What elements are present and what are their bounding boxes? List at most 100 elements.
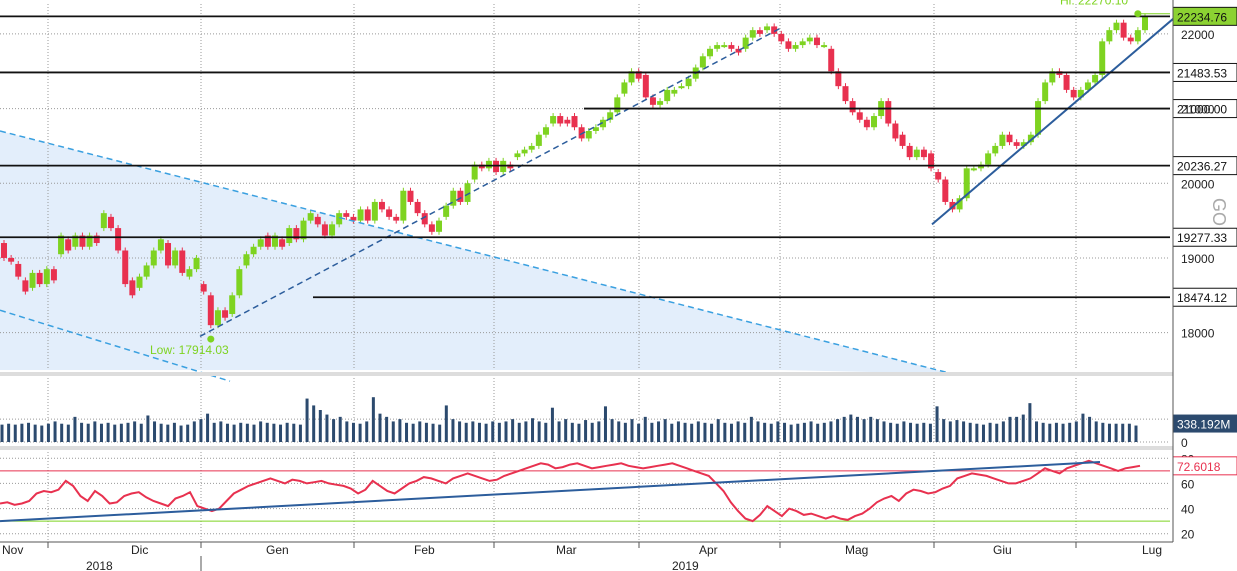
candle-body	[735, 48, 742, 53]
candle-body	[36, 272, 43, 285]
candle-body	[150, 250, 157, 266]
candle-body	[386, 209, 393, 217]
volume-bar	[590, 422, 594, 442]
candle-body	[842, 86, 849, 102]
candle-body	[899, 134, 906, 146]
month-label: Lug	[1142, 543, 1162, 557]
volume-bar	[484, 423, 488, 442]
volume-bar	[279, 424, 283, 442]
volume-bar	[378, 413, 382, 442]
candle-body	[721, 45, 728, 48]
volume-bar	[776, 421, 780, 442]
volume-bar	[1048, 423, 1052, 442]
candle-body	[542, 127, 549, 135]
volume-bar	[225, 423, 229, 442]
volume-bar	[444, 405, 448, 442]
candle-body	[592, 127, 599, 131]
volume-bar	[763, 422, 767, 442]
candle-body	[457, 190, 464, 202]
candle-body	[521, 149, 528, 154]
volume-bar	[1021, 414, 1025, 442]
volume-bar	[928, 423, 932, 442]
volume-bar	[597, 421, 601, 442]
volume-bar	[584, 420, 588, 442]
candle-body	[992, 145, 999, 154]
volume-bar	[305, 398, 309, 442]
candle-body	[756, 30, 763, 34]
volume-bar	[1028, 403, 1032, 442]
candle-body	[1099, 41, 1106, 75]
level-tag: 18474.12	[1172, 287, 1237, 307]
price-tick-label: 21000	[1181, 103, 1215, 117]
volume-bar	[875, 419, 879, 442]
candle-body	[564, 119, 571, 124]
volume-bar	[962, 421, 966, 442]
volume-bar	[153, 421, 157, 442]
candle-body	[1127, 37, 1134, 42]
candle-body	[871, 116, 878, 128]
volume-bar	[1094, 421, 1098, 442]
volume-bar	[511, 419, 515, 442]
volume-bar	[265, 422, 269, 442]
volume-bar	[617, 421, 621, 442]
volume-bar	[816, 423, 820, 442]
candle-body	[928, 153, 935, 169]
candle-body	[271, 235, 278, 247]
candle-body	[963, 168, 970, 199]
volume-bar	[1054, 422, 1058, 442]
level-tag-label: 18474.12	[1177, 291, 1227, 305]
volume-bar	[723, 422, 727, 442]
volume-bar	[106, 422, 110, 442]
level-tag-label: 21483.53	[1177, 66, 1227, 80]
volume-bar	[358, 423, 362, 442]
candle-body	[1084, 82, 1091, 90]
candle-body	[336, 213, 343, 225]
candle-body	[428, 224, 435, 232]
candle-body	[970, 168, 977, 171]
go-label: GO	[1209, 198, 1229, 226]
volume-bar	[975, 423, 979, 442]
candle-body	[86, 235, 93, 247]
volume-bar	[1041, 422, 1045, 442]
candle-body	[172, 250, 179, 266]
volume-bar	[73, 416, 77, 442]
volume-bar	[1015, 416, 1019, 442]
volume-bar	[988, 422, 992, 442]
candle-body	[72, 235, 79, 247]
candle-body	[243, 254, 250, 266]
candle-body	[93, 235, 100, 244]
volume-bar	[431, 423, 435, 442]
volume-bar	[93, 421, 97, 442]
candle-body	[657, 101, 664, 105]
volume-bar	[829, 421, 833, 442]
volume-bar	[27, 422, 31, 442]
volume-bar	[1008, 416, 1012, 442]
volume-bar	[769, 423, 773, 442]
volume-bar	[1114, 423, 1118, 442]
volume-bar	[855, 416, 859, 442]
candle-body	[806, 37, 813, 42]
channel-lower-line	[0, 309, 231, 382]
candle-body	[321, 224, 328, 236]
volume-bar	[126, 422, 130, 442]
volume-bar	[696, 421, 700, 442]
volume-bar	[391, 421, 395, 442]
volume-bar	[365, 421, 369, 442]
volume-bar	[497, 422, 501, 442]
channel-upper-line	[0, 130, 953, 375]
volume-bar	[743, 422, 747, 442]
candle-body	[350, 216, 357, 221]
candle-body	[15, 263, 22, 277]
candle-body	[300, 220, 307, 240]
panel-frame	[0, 0, 1174, 543]
volume-bar	[451, 419, 455, 442]
candle-body	[179, 250, 186, 273]
candle-body	[849, 101, 856, 113]
volume-bar	[272, 423, 276, 442]
panel-separator	[0, 446, 1173, 450]
candle-body	[828, 48, 835, 72]
volume-bar	[889, 422, 893, 442]
volume-last-box	[1173, 414, 1237, 433]
trend-lines	[0, 18, 1174, 382]
candle-body	[22, 280, 29, 292]
